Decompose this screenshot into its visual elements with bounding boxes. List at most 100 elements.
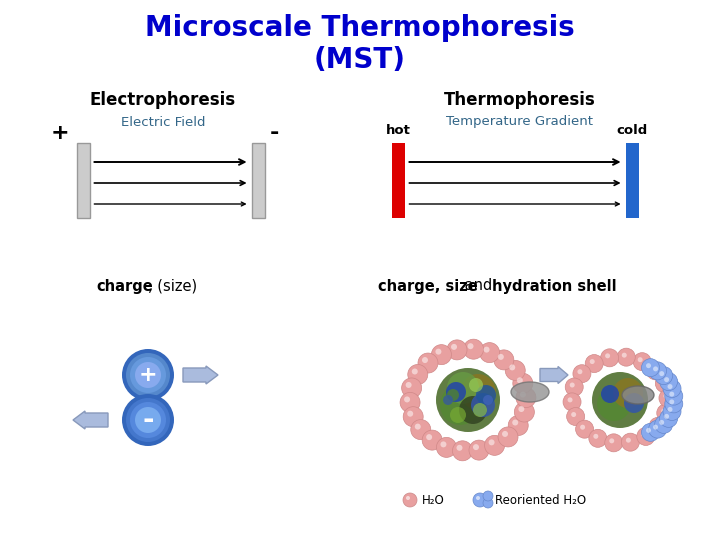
Circle shape [514, 402, 534, 422]
Circle shape [452, 441, 472, 461]
Circle shape [443, 395, 453, 405]
FancyArrow shape [73, 411, 108, 429]
Circle shape [663, 394, 668, 399]
Circle shape [130, 357, 166, 393]
Circle shape [661, 408, 666, 414]
Circle shape [580, 424, 585, 430]
Circle shape [649, 362, 667, 380]
Text: charge, size: charge, size [378, 279, 478, 294]
Circle shape [590, 359, 595, 364]
Circle shape [498, 354, 504, 360]
Circle shape [664, 414, 669, 419]
Circle shape [573, 364, 591, 383]
Bar [251, 143, 264, 218]
Circle shape [646, 428, 651, 433]
Circle shape [508, 415, 528, 436]
Text: H₂O: H₂O [422, 494, 445, 507]
Circle shape [520, 392, 526, 397]
Circle shape [126, 398, 170, 442]
Circle shape [647, 362, 665, 380]
Circle shape [563, 393, 581, 411]
Circle shape [567, 397, 572, 402]
Circle shape [642, 432, 647, 437]
Circle shape [609, 438, 614, 443]
Circle shape [418, 353, 438, 373]
Circle shape [649, 417, 667, 435]
Circle shape [135, 407, 161, 433]
Circle shape [408, 364, 428, 384]
Text: +: + [139, 365, 157, 385]
Text: Thermophoresis: Thermophoresis [444, 91, 596, 109]
Circle shape [406, 496, 410, 500]
Circle shape [436, 368, 500, 432]
Circle shape [473, 493, 487, 507]
Ellipse shape [511, 382, 549, 402]
Circle shape [426, 434, 432, 440]
Circle shape [450, 407, 466, 423]
Circle shape [653, 366, 658, 372]
Circle shape [665, 387, 683, 405]
Circle shape [642, 359, 660, 377]
Circle shape [622, 353, 627, 357]
Circle shape [575, 420, 593, 438]
Circle shape [483, 395, 493, 405]
Circle shape [664, 377, 669, 382]
Circle shape [485, 435, 505, 455]
Circle shape [483, 491, 493, 501]
Circle shape [660, 409, 678, 427]
Circle shape [654, 415, 672, 434]
Bar [76, 143, 89, 218]
Text: charge: charge [96, 279, 153, 294]
Text: -: - [269, 123, 279, 143]
Circle shape [624, 393, 644, 413]
Circle shape [636, 428, 654, 445]
Bar [392, 143, 405, 218]
Circle shape [638, 357, 643, 362]
Circle shape [402, 378, 422, 398]
Text: Temperature Gradient: Temperature Gradient [446, 116, 593, 129]
Circle shape [592, 372, 648, 428]
Circle shape [408, 411, 413, 417]
Circle shape [410, 420, 431, 440]
Circle shape [135, 362, 161, 388]
Circle shape [659, 389, 677, 407]
Circle shape [570, 382, 575, 388]
Circle shape [605, 434, 623, 452]
Circle shape [126, 353, 170, 397]
Circle shape [436, 349, 441, 355]
Text: +: + [51, 123, 70, 143]
Circle shape [469, 440, 489, 460]
Circle shape [651, 366, 656, 372]
Circle shape [646, 363, 651, 368]
Circle shape [494, 350, 514, 370]
Circle shape [484, 347, 490, 353]
Circle shape [505, 360, 526, 380]
Ellipse shape [622, 386, 654, 404]
Circle shape [480, 342, 500, 363]
Circle shape [431, 345, 451, 364]
Circle shape [621, 433, 639, 451]
Circle shape [617, 348, 635, 366]
Circle shape [502, 431, 508, 437]
Circle shape [403, 493, 417, 507]
Text: , (size): , (size) [148, 279, 197, 294]
Circle shape [471, 393, 495, 417]
Circle shape [670, 400, 674, 404]
Circle shape [593, 434, 598, 439]
Circle shape [513, 373, 533, 393]
Circle shape [447, 372, 479, 404]
Circle shape [577, 369, 582, 374]
Circle shape [469, 378, 483, 392]
Circle shape [498, 427, 518, 447]
Circle shape [601, 385, 619, 403]
Circle shape [447, 340, 467, 360]
Circle shape [565, 378, 583, 396]
Circle shape [447, 389, 459, 401]
Bar [626, 143, 639, 218]
Text: Reoriented H₂O: Reoriented H₂O [495, 494, 586, 507]
Circle shape [654, 367, 672, 384]
Circle shape [667, 407, 672, 412]
Circle shape [422, 430, 442, 450]
Circle shape [122, 349, 174, 401]
Circle shape [589, 429, 607, 447]
